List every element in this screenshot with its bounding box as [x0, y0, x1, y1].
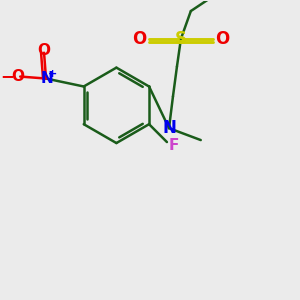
- Text: +: +: [48, 69, 58, 79]
- Text: −: −: [0, 67, 14, 85]
- Text: O: O: [215, 30, 230, 48]
- Text: O: O: [38, 43, 50, 58]
- Text: N: N: [40, 71, 53, 86]
- Text: O: O: [12, 69, 25, 84]
- Text: F: F: [169, 137, 179, 152]
- Text: O: O: [132, 30, 146, 48]
- Text: N: N: [162, 119, 176, 137]
- Text: S: S: [175, 30, 187, 48]
